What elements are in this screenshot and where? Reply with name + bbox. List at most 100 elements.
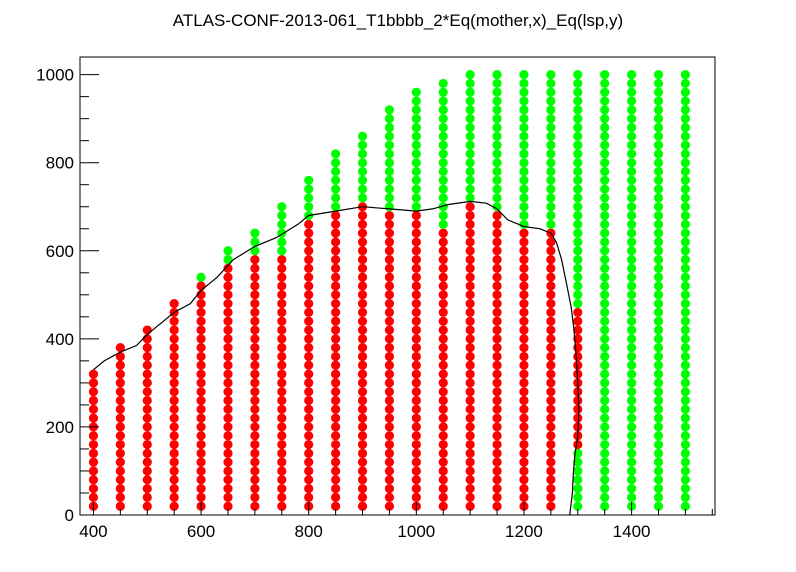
point-excluded [384,254,395,265]
point-allowed [546,193,556,203]
point-excluded [142,395,152,406]
point-excluded [465,202,475,212]
point-allowed [653,210,664,221]
point-excluded [196,466,206,476]
point-excluded [519,351,529,362]
point-allowed [546,210,556,221]
point-allowed [600,369,610,379]
point-allowed [384,122,395,133]
point-allowed [465,175,475,185]
point-excluded [331,466,341,476]
point-allowed [465,149,475,159]
point-allowed [680,184,691,194]
point-excluded [492,254,502,265]
point-allowed [384,105,395,115]
point-excluded [142,466,152,476]
point-allowed [680,70,691,80]
point-excluded [169,325,179,335]
point-excluded [277,325,287,335]
point-excluded [169,334,179,344]
point-allowed [465,193,475,203]
point-allowed [600,166,610,177]
point-excluded [169,422,179,432]
point-allowed [653,122,664,133]
point-excluded [357,475,368,485]
point-allowed [680,501,691,511]
point-allowed [492,131,502,141]
point-excluded [196,334,206,344]
point-excluded [304,263,314,273]
point-excluded [519,281,529,291]
point-allowed [600,334,610,344]
point-excluded [196,360,206,370]
point-excluded [357,272,368,282]
point-allowed [626,483,637,494]
point-allowed [626,492,637,502]
point-allowed [600,360,610,370]
point-allowed [492,202,502,212]
point-allowed [465,122,475,133]
point-excluded [519,395,529,406]
point-allowed [626,457,637,467]
point-excluded [492,395,502,406]
point-excluded [519,316,529,326]
point-excluded [277,316,287,326]
point-allowed [600,246,610,256]
point-excluded [573,395,583,406]
point-allowed [653,325,664,335]
point-excluded [196,448,206,458]
point-allowed [384,202,395,212]
point-excluded [465,431,475,441]
point-allowed [357,158,368,168]
point-allowed [680,422,691,432]
point-excluded [546,431,556,441]
point-excluded [492,369,502,379]
point-excluded [250,316,260,326]
point-allowed [680,316,691,326]
point-excluded [331,254,341,265]
point-excluded [357,378,368,388]
point-allowed [438,131,448,141]
point-allowed [438,87,448,97]
point-allowed [680,360,691,370]
point-allowed [573,122,583,133]
point-excluded [331,307,341,318]
point-allowed [626,254,637,265]
point-excluded [357,395,368,406]
point-excluded [492,492,502,502]
point-allowed [680,158,691,168]
point-allowed [492,96,502,106]
point-excluded [411,378,421,388]
point-allowed [626,404,637,414]
point-allowed [600,210,610,221]
point-excluded [304,431,314,441]
point-allowed [680,254,691,265]
point-excluded [384,395,395,406]
point-allowed [680,149,691,159]
point-allowed [626,316,637,326]
point-allowed [680,228,691,238]
point-excluded [196,369,206,379]
point-allowed [546,219,556,229]
point-allowed [626,70,637,80]
point-allowed [411,149,421,159]
point-allowed [626,131,637,141]
point-allowed [600,96,610,106]
point-excluded [465,307,475,318]
point-excluded [384,334,395,344]
data-points [88,70,691,511]
point-allowed [680,78,691,89]
point-excluded [519,378,529,388]
point-allowed [492,193,502,203]
point-excluded [304,343,314,353]
point-excluded [411,492,421,502]
point-excluded [546,439,556,450]
point-excluded [169,316,179,326]
point-excluded [304,395,314,406]
point-excluded [331,387,341,397]
point-excluded [438,483,448,494]
point-allowed [465,96,475,106]
point-excluded [88,492,99,502]
y-tick-label: 600 [46,242,74,261]
point-excluded [411,325,421,335]
